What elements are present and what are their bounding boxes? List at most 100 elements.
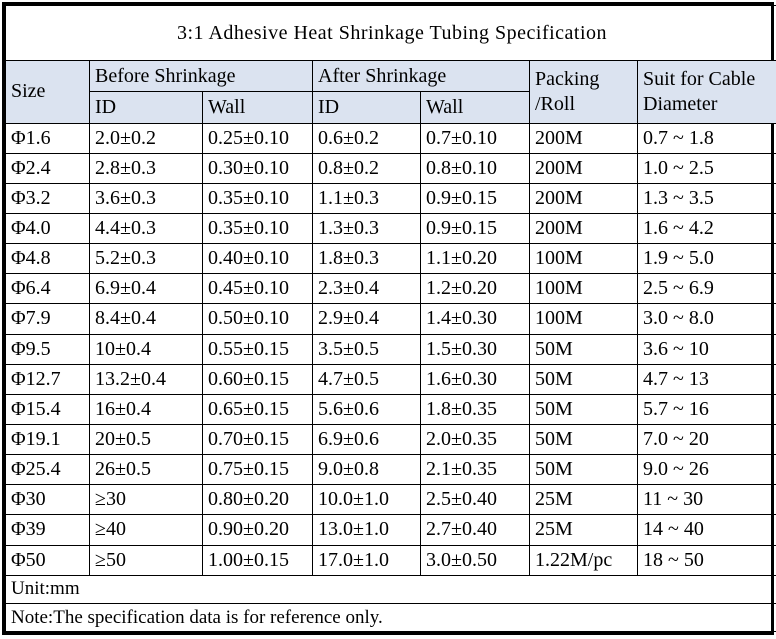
packing-cell: 50M [530,455,638,485]
packing-cell: 200M [530,213,638,243]
before-id-cell: 2.8±0.3 [90,153,203,183]
before-wall-cell: 0.30±0.10 [203,153,313,183]
header-id-before: ID [90,92,203,123]
table-row: Φ9.5 10±0.4 0.55±0.15 3.5±0.5 1.5±0.30 5… [6,334,776,364]
size-cell: Φ6.4 [6,274,90,304]
suit-cable-cell: 18 ~ 50 [638,545,776,575]
suit-cable-cell: 4.7 ~ 13 [638,364,776,394]
table-row: Φ19.1 20±0.5 0.70±0.15 6.9±0.6 2.0±0.35 … [6,424,776,454]
packing-cell: 200M [530,123,638,153]
size-cell: Φ15.4 [6,394,90,424]
packing-cell: 200M [530,153,638,183]
before-id-cell: 26±0.5 [90,455,203,485]
before-id-cell: ≥30 [90,485,203,515]
title-row: 3:1 Adhesive Heat Shrinkage Tubing Speci… [6,6,776,61]
packing-cell: 50M [530,364,638,394]
before-wall-cell: 0.90±0.20 [203,515,313,545]
table-row: Φ3.2 3.6±0.3 0.35±0.10 1.1±0.3 0.9±0.15 … [6,183,776,213]
before-wall-cell: 0.60±0.15 [203,364,313,394]
unit-row: Unit:mm [6,575,776,603]
size-cell: Φ4.8 [6,244,90,274]
table-row: Φ4.0 4.4±0.3 0.35±0.10 1.3±0.3 0.9±0.15 … [6,213,776,243]
before-id-cell: 5.2±0.3 [90,244,203,274]
size-cell: Φ2.4 [6,153,90,183]
packing-cell: 100M [530,274,638,304]
before-id-cell: 3.6±0.3 [90,183,203,213]
packing-cell: 25M [530,485,638,515]
table-row: Φ50 ≥50 1.00±0.15 17.0±1.0 3.0±0.50 1.22… [6,545,776,575]
packing-cell: 25M [530,515,638,545]
after-id-cell: 2.9±0.4 [313,304,421,334]
size-cell: Φ9.5 [6,334,90,364]
after-id-cell: 2.3±0.4 [313,274,421,304]
after-wall-cell: 2.7±0.40 [421,515,530,545]
packing-cell: 50M [530,394,638,424]
after-id-cell: 13.0±1.0 [313,515,421,545]
header-size: Size [6,61,90,123]
before-id-cell: 13.2±0.4 [90,364,203,394]
after-wall-cell: 1.1±0.20 [421,244,530,274]
suit-cable-cell: 1.0 ~ 2.5 [638,153,776,183]
suit-cable-cell: 1.6 ~ 4.2 [638,213,776,243]
before-id-cell: 6.9±0.4 [90,274,203,304]
after-wall-cell: 2.1±0.35 [421,455,530,485]
table-row: Φ39 ≥40 0.90±0.20 13.0±1.0 2.7±0.40 25M … [6,515,776,545]
before-id-cell: 16±0.4 [90,394,203,424]
table-row: Φ2.4 2.8±0.3 0.30±0.10 0.8±0.2 0.8±0.10 … [6,153,776,183]
header-packing-line2: /Roll [535,93,575,115]
after-id-cell: 9.0±0.8 [313,455,421,485]
header-after-shrinkage: After Shrinkage [313,61,530,92]
reference-note: Note:The specification data is for refer… [6,603,776,631]
suit-cable-cell: 5.7 ~ 16 [638,394,776,424]
before-id-cell: ≥50 [90,545,203,575]
after-wall-cell: 1.5±0.30 [421,334,530,364]
before-id-cell: 20±0.5 [90,424,203,454]
table-row: Φ12.7 13.2±0.4 0.60±0.15 4.7±0.5 1.6±0.3… [6,364,776,394]
header-suit-line1: Suit for Cable [643,68,755,90]
after-wall-cell: 2.5±0.40 [421,485,530,515]
table-row: Φ7.9 8.4±0.4 0.50±0.10 2.9±0.4 1.4±0.30 … [6,304,776,334]
after-wall-cell: 1.6±0.30 [421,364,530,394]
suit-cable-cell: 14 ~ 40 [638,515,776,545]
size-cell: Φ30 [6,485,90,515]
packing-cell: 100M [530,244,638,274]
size-cell: Φ25.4 [6,455,90,485]
before-id-cell: 10±0.4 [90,334,203,364]
table-row: Φ1.6 2.0±0.2 0.25±0.10 0.6±0.2 0.7±0.10 … [6,123,776,153]
suit-cable-cell: 1.3 ~ 3.5 [638,183,776,213]
after-id-cell: 1.8±0.3 [313,244,421,274]
after-wall-cell: 1.4±0.30 [421,304,530,334]
size-cell: Φ39 [6,515,90,545]
before-wall-cell: 0.70±0.15 [203,424,313,454]
after-wall-cell: 2.0±0.35 [421,424,530,454]
header-suit-cable: Suit for Cable Diameter [638,61,776,123]
after-id-cell: 0.8±0.2 [313,153,421,183]
size-cell: Φ50 [6,545,90,575]
before-id-cell: 8.4±0.4 [90,304,203,334]
header-wall-after: Wall [421,92,530,123]
suit-cable-cell: 2.5 ~ 6.9 [638,274,776,304]
table-row: Φ4.8 5.2±0.3 0.40±0.10 1.8±0.3 1.1±0.20 … [6,244,776,274]
table-row: Φ30 ≥30 0.80±0.20 10.0±1.0 2.5±0.40 25M … [6,485,776,515]
suit-cable-cell: 11 ~ 30 [638,485,776,515]
spec-table: 3:1 Adhesive Heat Shrinkage Tubing Speci… [5,5,776,632]
suit-cable-cell: 3.0 ~ 8.0 [638,304,776,334]
suit-cable-cell: 3.6 ~ 10 [638,334,776,364]
packing-cell: 50M [530,334,638,364]
after-id-cell: 17.0±1.0 [313,545,421,575]
header-packing-line1: Packing [535,68,599,90]
size-cell: Φ7.9 [6,304,90,334]
after-wall-cell: 0.7±0.10 [421,123,530,153]
table-row: Φ25.4 26±0.5 0.75±0.15 9.0±0.8 2.1±0.35 … [6,455,776,485]
note-row: Note:The specification data is for refer… [6,603,776,631]
table-row: Φ15.4 16±0.4 0.65±0.15 5.6±0.6 1.8±0.35 … [6,394,776,424]
before-wall-cell: 0.35±0.10 [203,213,313,243]
suit-cable-cell: 0.7 ~ 1.8 [638,123,776,153]
after-id-cell: 6.9±0.6 [313,424,421,454]
header-packing: Packing /Roll [530,61,638,123]
before-wall-cell: 0.55±0.15 [203,334,313,364]
after-wall-cell: 1.8±0.35 [421,394,530,424]
before-wall-cell: 0.35±0.10 [203,183,313,213]
before-id-cell: 4.4±0.3 [90,213,203,243]
